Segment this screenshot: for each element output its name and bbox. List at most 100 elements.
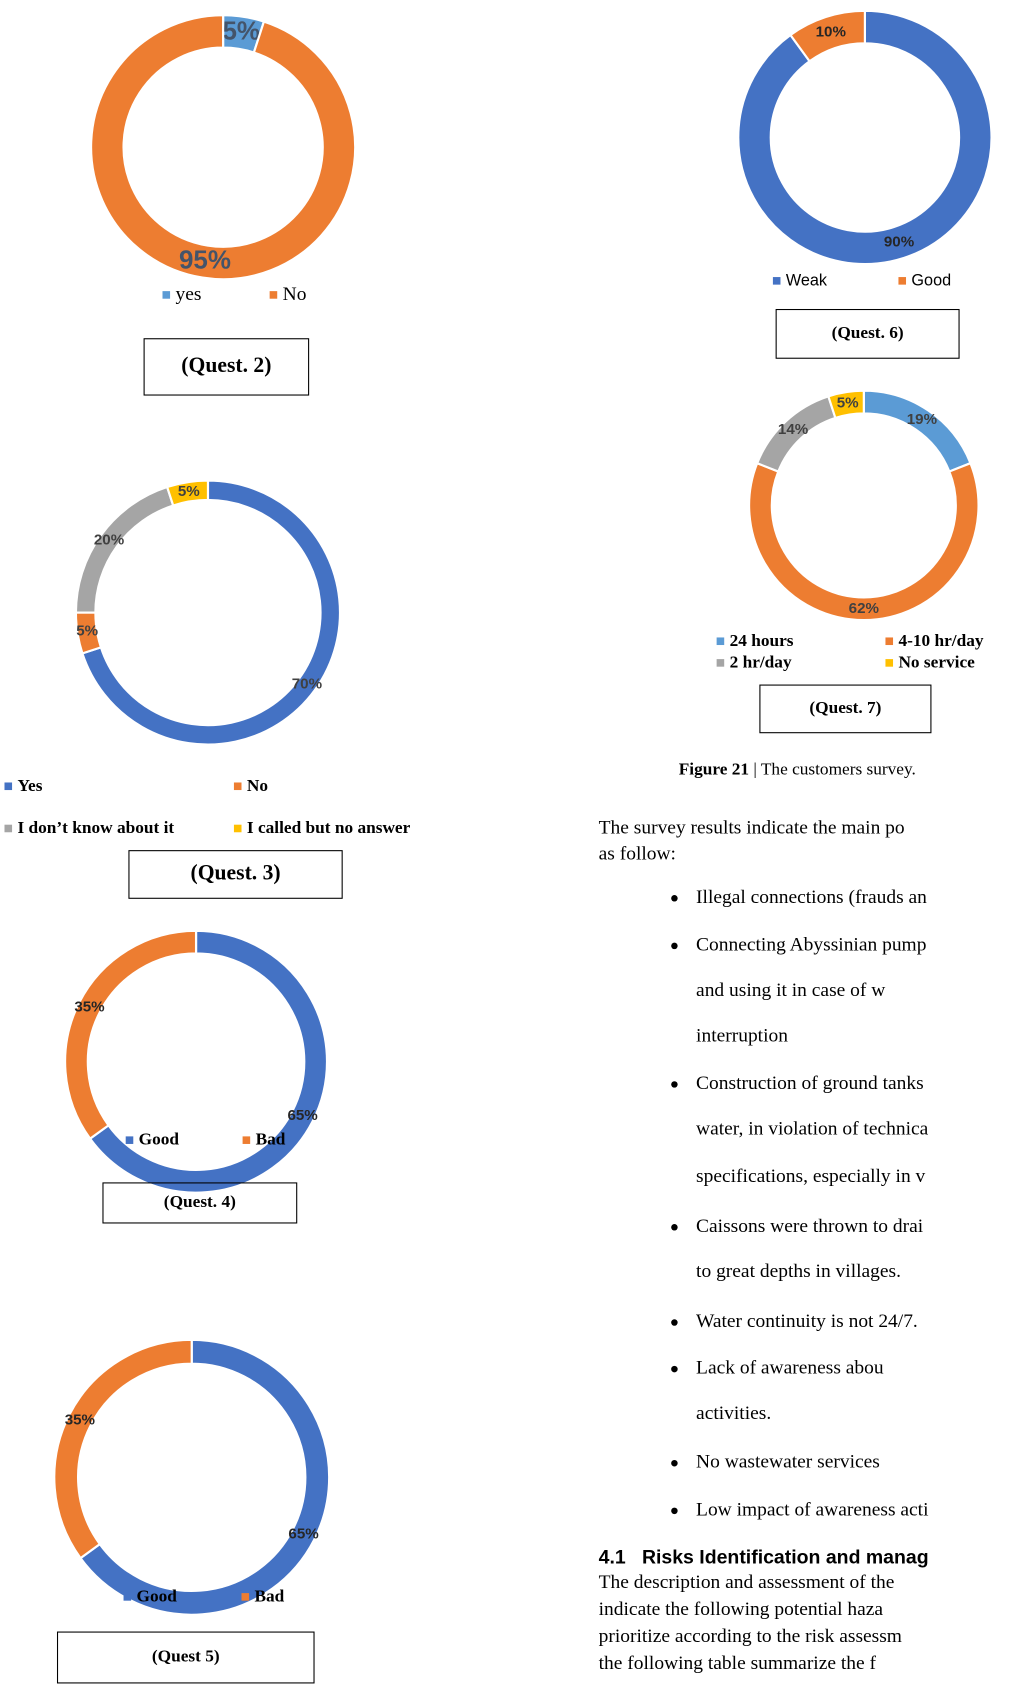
chart-caption: (Quest. 6) xyxy=(832,323,904,342)
caption-box xyxy=(102,1182,298,1224)
figure-caption: Figure 21 | The customers survey. xyxy=(679,760,916,779)
bullet-text: specifications, especially in v xyxy=(696,1166,925,1187)
legend-swatch xyxy=(233,782,242,791)
donut-segment xyxy=(165,479,210,507)
bullet-text: Water continuity is not 24/7. xyxy=(696,1311,918,1332)
section-heading: 4.1 Risks Identification and manag xyxy=(599,1547,929,1569)
value-label: 14% xyxy=(778,421,809,438)
chart-caption: (Quest 5) xyxy=(152,1646,220,1665)
legend-swatch xyxy=(885,637,894,646)
donut-segment xyxy=(79,1338,331,1616)
value-label: 19% xyxy=(907,411,938,428)
value-label: 35% xyxy=(65,1411,96,1428)
legend-swatch xyxy=(269,291,278,299)
bullet-text: Low impact of awareness acti xyxy=(696,1499,929,1520)
chart-caption: (Quest. 3) xyxy=(191,860,281,884)
legend-label: No xyxy=(247,776,268,795)
caption-box xyxy=(128,850,343,899)
legend-label: I called but no answer xyxy=(247,818,411,837)
caption-box xyxy=(56,1631,315,1684)
donut-segment xyxy=(826,389,865,420)
legend-label: Bad xyxy=(256,1130,286,1149)
legend-label: 2 hr/day xyxy=(730,652,792,671)
bullet-dot xyxy=(671,1224,678,1231)
legend-label: Good xyxy=(139,1130,180,1149)
donut-segment xyxy=(89,14,357,281)
legend-swatch xyxy=(4,782,13,791)
donut-segment xyxy=(788,9,866,63)
chart-caption: (Quest. 7) xyxy=(809,698,881,717)
caption-box xyxy=(143,338,310,396)
donut-segment xyxy=(748,461,980,622)
bullet-text: interruption xyxy=(696,1025,788,1046)
value-label: 5% xyxy=(76,623,98,640)
bullet-text: water, in violation of technica xyxy=(696,1118,929,1139)
bullet-dot xyxy=(671,895,678,902)
bullet-dot xyxy=(671,1507,678,1515)
legend-swatch xyxy=(772,277,781,285)
legend-label: Good xyxy=(137,1586,178,1605)
paragraph-line: The survey results indicate the main po xyxy=(599,817,905,838)
legend-swatch xyxy=(125,1136,134,1144)
paragraph-line: as follow: xyxy=(599,843,676,864)
caption-box xyxy=(759,684,932,734)
legend-label: yes xyxy=(175,284,201,305)
legend-label: 4-10 hr/day xyxy=(898,631,983,650)
section-text-line: the following table summarize the f xyxy=(599,1653,877,1674)
bullet-text: to great depths in villages. xyxy=(696,1261,901,1282)
value-label: 62% xyxy=(849,600,880,617)
bullet-dot xyxy=(671,1459,678,1467)
section-text-line: prioritize according to the risk assessm xyxy=(599,1626,902,1647)
bullet-text: and using it in case of w xyxy=(696,980,885,1001)
value-label: 20% xyxy=(94,532,125,549)
donut-segment xyxy=(74,485,175,614)
legend-label: I don’t know about it xyxy=(17,818,174,837)
legend-swatch xyxy=(233,824,242,833)
bullet-text: Illegal connections (frauds an xyxy=(696,887,927,908)
value-label: 90% xyxy=(884,233,915,250)
legend-label: Yes xyxy=(17,776,42,795)
legend-label: No xyxy=(283,284,307,305)
legend-swatch xyxy=(123,1593,132,1601)
bullet-text: Construction of ground tanks xyxy=(696,1073,924,1094)
value-label: 5% xyxy=(178,483,200,500)
legend-swatch xyxy=(716,659,725,667)
bullet-text: activities. xyxy=(696,1403,771,1424)
donut-segment xyxy=(53,1338,193,1560)
value-label: 95% xyxy=(179,244,231,274)
legend-label: Bad xyxy=(254,1586,284,1605)
value-label: 5% xyxy=(222,16,260,46)
legend-swatch xyxy=(4,824,13,833)
caption-box xyxy=(775,308,960,359)
value-label: 35% xyxy=(74,998,105,1015)
bullet-text: Caissons were thrown to drai xyxy=(696,1216,924,1237)
value-label: 10% xyxy=(816,23,847,40)
value-label: 65% xyxy=(288,1525,319,1542)
value-label: 5% xyxy=(837,394,859,411)
legend-label: Good xyxy=(911,272,951,290)
bullet-dot xyxy=(671,1365,678,1373)
chart-caption: (Quest. 4) xyxy=(164,1192,236,1211)
legend-swatch xyxy=(716,637,725,646)
value-label: 70% xyxy=(292,675,323,692)
donut-segment xyxy=(88,929,329,1194)
bullet-text: Connecting Abyssinian pump xyxy=(696,934,926,955)
donut-segment xyxy=(737,9,993,266)
legend-swatch xyxy=(242,1136,251,1144)
figure-label: Figure 21 xyxy=(679,760,749,779)
chart-caption: (Quest. 2) xyxy=(181,353,271,377)
section-text-line: indicate the following potential haza xyxy=(599,1599,884,1620)
bullet-dot xyxy=(671,1081,678,1088)
legend-swatch xyxy=(241,1593,250,1601)
legend-label: No service xyxy=(898,652,975,671)
donut-segment xyxy=(64,929,198,1141)
donut-segment xyxy=(81,479,342,746)
bullet-text: Lack of awareness abou xyxy=(696,1358,884,1379)
bullet-dot xyxy=(671,942,678,950)
legend-swatch xyxy=(898,277,907,285)
legend-swatch xyxy=(885,659,894,667)
value-label: 65% xyxy=(287,1107,318,1124)
legend-swatch xyxy=(162,291,171,299)
legend-label: Weak xyxy=(786,272,828,290)
legend-label: 24 hours xyxy=(730,631,794,650)
